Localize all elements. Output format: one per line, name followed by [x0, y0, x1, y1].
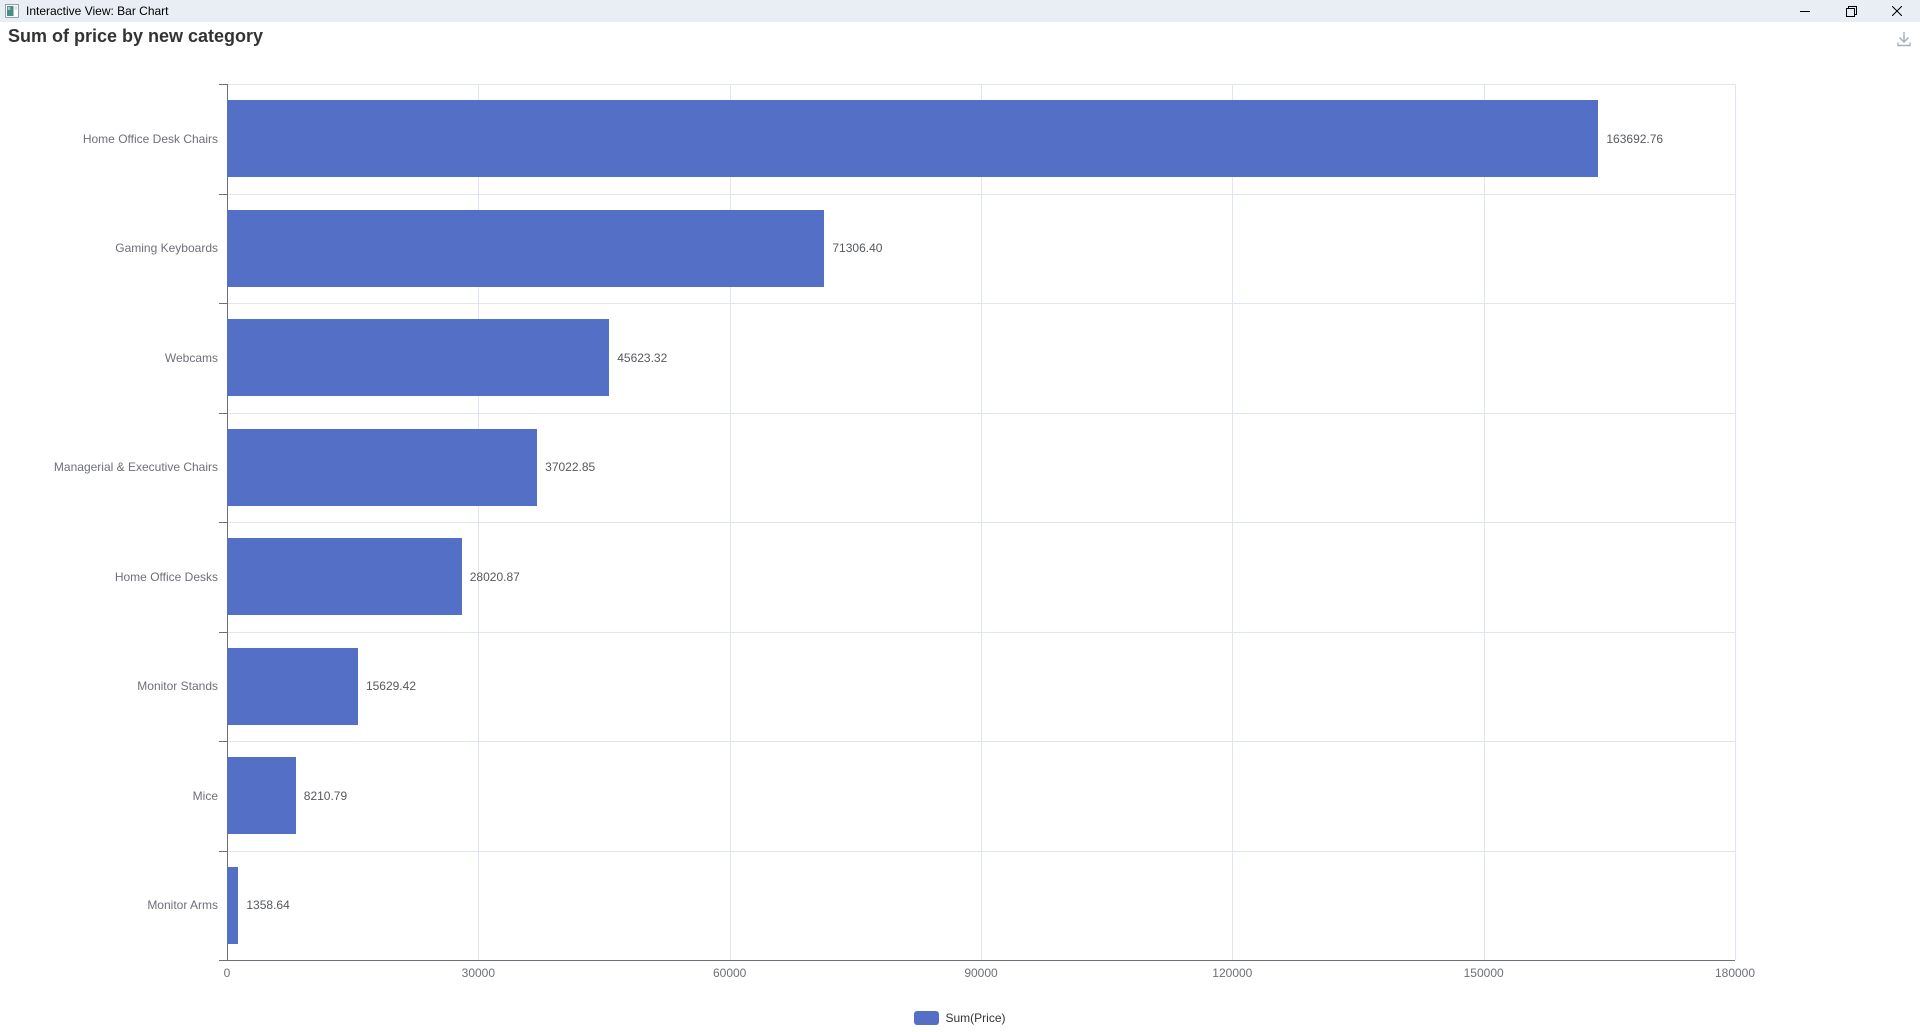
- window-controls: [1782, 0, 1920, 22]
- close-icon: [1892, 6, 1902, 16]
- x-gridline: [729, 84, 731, 960]
- category-label: Home Office Desk Chairs: [82, 131, 218, 146]
- category-label: Monitor Arms: [147, 898, 218, 913]
- bar-row: Home Office Desk Chairs 163692.76: [83, 84, 1735, 194]
- bar[interactable]: [227, 209, 825, 287]
- category-label: Webcams: [164, 350, 218, 365]
- x-gridline: [1483, 84, 1485, 960]
- download-button[interactable]: [1893, 28, 1915, 50]
- y-axis-tick: [219, 850, 227, 852]
- legend: Sum(Price): [0, 1006, 1920, 1030]
- x-axis-tick-label: 60000: [712, 966, 747, 980]
- minimize-button[interactable]: [1782, 0, 1828, 22]
- x-axis-tick-label: 90000: [964, 966, 998, 980]
- bar[interactable]: [227, 100, 1599, 178]
- legend-swatch: [914, 1011, 940, 1025]
- restore-button[interactable]: [1828, 0, 1874, 22]
- bar-value-label: 15629.42: [365, 679, 416, 694]
- x-gridline: [478, 84, 480, 960]
- minimize-icon: [1800, 11, 1810, 12]
- x-axis-tick-label: 120000: [1212, 966, 1253, 980]
- x-axis-tick-label: 150000: [1463, 966, 1504, 980]
- bar-row: Mice 8210.79: [193, 741, 1735, 851]
- restore-icon: [1845, 5, 1857, 17]
- plot-area: Home Office Desk Chairs 163692.76 Gaming K…: [54, 84, 1736, 961]
- app-icon: [5, 4, 19, 18]
- x-gridline: [1232, 84, 1234, 960]
- bar-value-label: 163692.76: [1606, 131, 1664, 146]
- x-gridline: [981, 84, 982, 960]
- x-axis-tick-label: 30000: [461, 966, 496, 980]
- y-axis-tick: [219, 84, 227, 85]
- bar[interactable]: [227, 866, 239, 944]
- bar-value-label: 8210.79: [303, 788, 348, 803]
- bar-value-label: 71306.40: [832, 241, 883, 256]
- legend-label: Sum(Price): [945, 1011, 1006, 1025]
- category-label: Home Office Desks: [114, 569, 218, 584]
- y-axis-line: [227, 84, 228, 960]
- chart-title: Sum of price by new category: [8, 26, 264, 46]
- bar-row: Monitor Arms 1358.64: [147, 851, 1735, 961]
- bar-row: Managerial & Executive Chairs 37022.85: [54, 413, 1735, 523]
- bar[interactable]: [227, 538, 462, 616]
- category-label: Mice: [192, 788, 218, 803]
- y-axis-tick: [219, 522, 227, 523]
- category-label: Managerial & Executive Chairs: [53, 460, 218, 475]
- download-icon: [1897, 32, 1911, 47]
- window-titlebar[interactable]: Interactive View: Bar Chart: [0, 0, 1920, 22]
- bar[interactable]: [227, 757, 296, 835]
- bar[interactable]: [227, 428, 538, 506]
- window-title: Interactive View: Bar Chart: [26, 4, 169, 18]
- x-axis-labels: 0 30000 60000 90000 120000 150000 180000: [223, 966, 1755, 982]
- y-axis-tick: [219, 741, 227, 742]
- y-axis-tick: [219, 303, 227, 304]
- y-axis-tick: [219, 960, 227, 961]
- y-axis-tick: [219, 631, 227, 633]
- bar-row: Gaming Keyboards 71306.40: [115, 194, 1735, 304]
- x-axis-tick-label: 180000: [1714, 966, 1756, 980]
- bar-row: Monitor Stands 15629.42: [137, 632, 1735, 742]
- close-button[interactable]: [1874, 0, 1920, 22]
- category-label: Gaming Keyboards: [115, 241, 218, 256]
- bar-value-label: 28020.87: [469, 569, 520, 584]
- bar[interactable]: [227, 647, 358, 725]
- bar-value-label: 37022.85: [545, 460, 596, 475]
- bar[interactable]: [227, 319, 610, 397]
- y-axis-tick: [219, 412, 227, 414]
- bar-row: Home Office Desks 28020.87: [115, 522, 1735, 632]
- bar-value-label: 45623.32: [617, 350, 668, 365]
- x-axis-line: [227, 960, 1735, 961]
- category-label: Monitor Stands: [137, 679, 218, 694]
- x-gridline: [1735, 84, 1736, 960]
- bar-value-label: 1358.64: [246, 898, 290, 913]
- y-axis-tick: [219, 193, 227, 195]
- bar-row: Webcams 45623.32: [165, 303, 1735, 413]
- legend-item[interactable]: Sum(Price): [914, 1011, 1006, 1025]
- x-axis-tick-label: 0: [223, 966, 231, 980]
